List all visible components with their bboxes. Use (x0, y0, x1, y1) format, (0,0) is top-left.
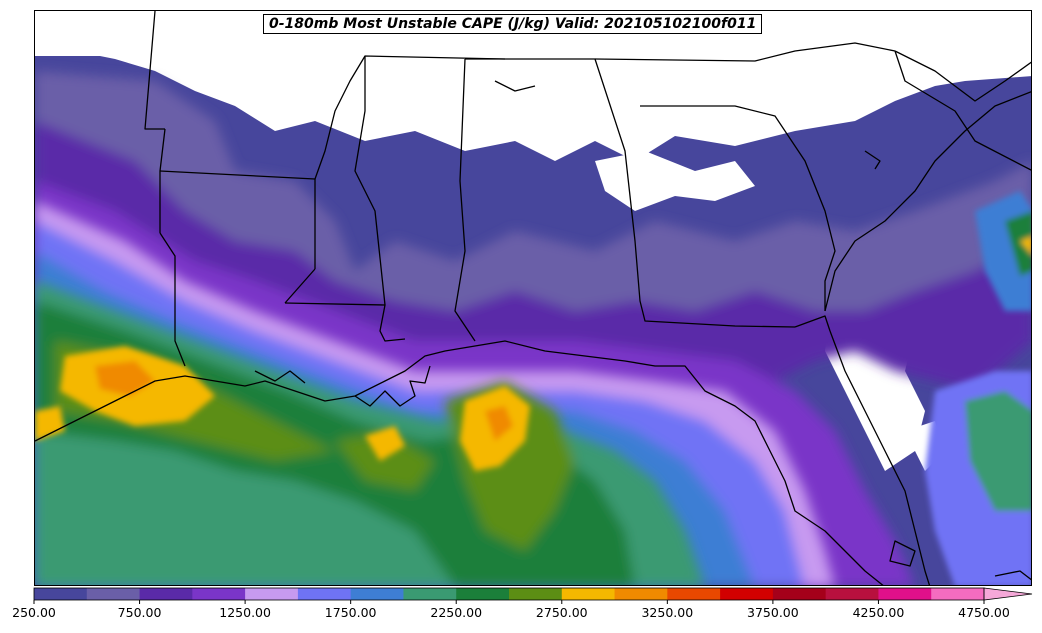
boundary-al-ga (465, 58, 796, 328)
bahamas-detail (994, 570, 1031, 581)
colorbar-segment (245, 588, 299, 600)
no-data-patch (595, 151, 755, 211)
boundary-nc-sc (894, 50, 1031, 171)
colorbar-tick-label: 1750.00 (324, 605, 377, 620)
florida-east-coast (829, 330, 931, 585)
colorbar-segment (667, 588, 721, 600)
boundaries (35, 11, 1031, 585)
colorbar (33, 587, 1034, 604)
colorbar-tick-label: 1250.00 (219, 605, 271, 620)
colorbar-tick-label: 4250.00 (852, 605, 905, 620)
colorbar-segment (509, 588, 563, 600)
boundary-ar-la (284, 268, 316, 304)
map-title: 0-180mb Most Unstable CAPE (J/kg) Valid:… (263, 14, 763, 34)
colorbar-segment (772, 588, 827, 600)
colorbar-tick-label: 250.00 (12, 605, 56, 620)
colorbar-tick-label: 4750.00 (958, 605, 1010, 620)
boundary-la-ms-south (284, 302, 406, 342)
colorbar-segment (614, 588, 668, 600)
boundary-tn (594, 42, 896, 62)
la-coast-bays (254, 370, 306, 384)
colorbar-tick-label: 2750.00 (535, 605, 588, 620)
atlantic-coastline (824, 91, 1031, 312)
lake-okeechobee (889, 540, 916, 567)
boundary-tx-la (159, 232, 186, 367)
boundary-ga-fl (794, 315, 831, 332)
colorbar-segment (931, 588, 985, 600)
cape-field (35, 11, 1031, 585)
colorbar-segment (139, 588, 193, 600)
colorbar-outline (33, 587, 985, 601)
boundary-ga-sc (640, 105, 836, 311)
boundary-nm-tx (144, 11, 165, 130)
lake-okeechobee-area (864, 150, 881, 170)
no-data-northwest (35, 11, 155, 71)
lake-detail (494, 80, 536, 92)
colorbar-segment (192, 588, 246, 600)
boundary-ar-ms (314, 55, 506, 180)
colorbar-tick-label: 750.00 (117, 605, 162, 620)
mississippi-delta (354, 365, 431, 407)
colorbar-segment (86, 588, 141, 600)
boundary-nc-va (894, 50, 1031, 102)
colorbar-extend-arrow (983, 587, 1033, 601)
colorbar-tick-label: 3250.00 (641, 605, 694, 620)
colorbar-tick-label: 2250.00 (430, 605, 483, 620)
colorbar-tick-label: 3750.00 (747, 605, 799, 620)
boundary-ms-al (454, 58, 476, 342)
colorbar-segment (34, 588, 88, 600)
boundary-ms-river (354, 56, 386, 306)
colorbar-segment (825, 588, 880, 600)
colorbar-segment (403, 588, 457, 600)
colorbar-segment (720, 588, 774, 600)
colorbar-segment (878, 588, 932, 600)
cape-map (34, 10, 1032, 586)
gulf-coastline (35, 340, 884, 585)
colorbar-segment (561, 588, 616, 600)
colorbar-segment (456, 588, 510, 600)
colorbar-segment (297, 588, 352, 600)
colorbar-segment (350, 588, 405, 600)
